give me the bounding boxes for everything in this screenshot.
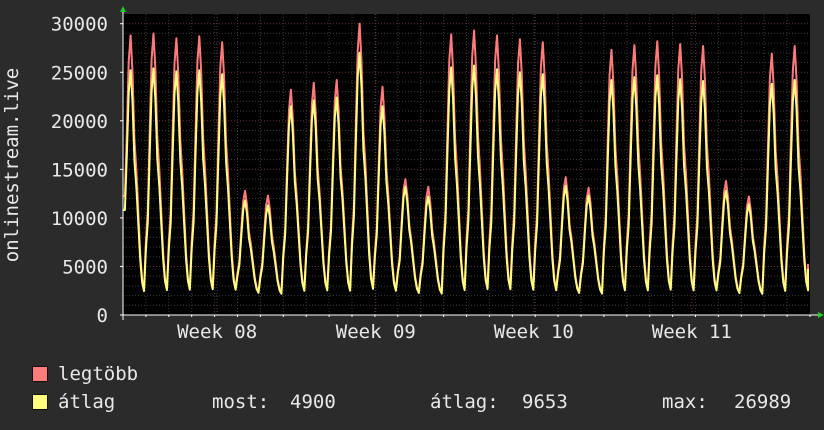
y-tick-label: 10000 [51, 208, 108, 230]
y-tick-label: 30000 [51, 14, 108, 36]
legend-label-atlag: átlag [58, 391, 116, 413]
legend-swatch-atlag [32, 394, 48, 410]
x-tick-label: Week 08 [177, 321, 257, 343]
stat-max-label: max: [662, 391, 708, 413]
series-lines [123, 22, 810, 295]
y-axis-arrow [120, 6, 126, 12]
x-tick-label: Week 09 [336, 321, 416, 343]
stat-most-label: most: [212, 391, 270, 413]
x-tick-label: Week 10 [494, 321, 574, 343]
y-tick-label: 0 [97, 305, 108, 327]
y-tick-labels: 0 5000 10000 15000 20000 25000 30000 [51, 14, 108, 327]
y-tick-label: 25000 [51, 62, 108, 84]
y-tick-label: 5000 [62, 256, 108, 278]
stat-most-value: 4900 [290, 391, 336, 413]
series-line-1 [123, 51, 810, 295]
y-axis-label: onlinestream.live [1, 68, 23, 262]
x-axis-arrow [818, 312, 824, 318]
axes [120, 6, 824, 320]
x-tick-labels: Week 08 Week 09 Week 10 Week 11 [177, 321, 732, 343]
legend-label-legtobb: legtöbb [58, 363, 139, 385]
x-tick-label: Week 11 [652, 321, 732, 343]
stat-avg-value: 9653 [522, 391, 568, 413]
y-tick-label: 20000 [51, 111, 108, 133]
y-tick-label: 15000 [51, 159, 108, 181]
legend-swatch-legtobb [32, 366, 48, 382]
stat-max-value: 26989 [734, 391, 792, 413]
stat-avg-label: átlag: [430, 391, 499, 413]
